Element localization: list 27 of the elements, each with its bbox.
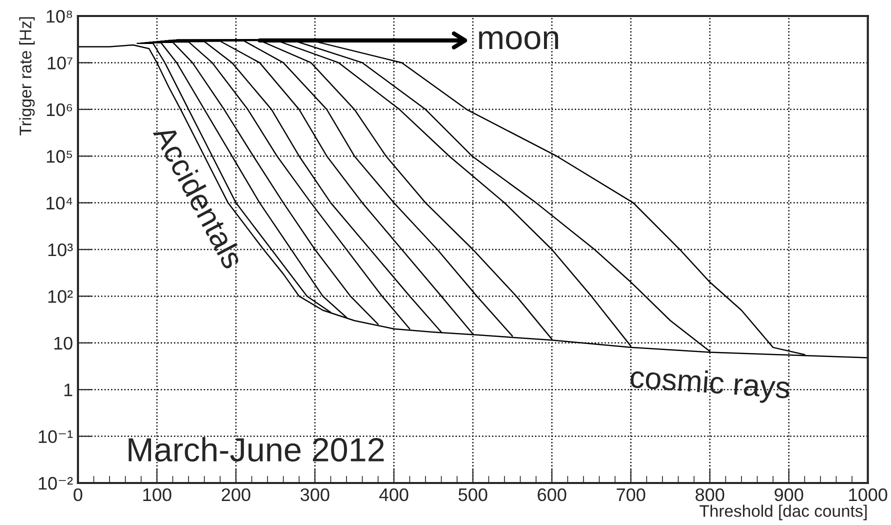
x-tick-label: 200 bbox=[222, 488, 250, 502]
y-tick-label: 10⁷ bbox=[48, 56, 72, 70]
y-tick-label: 10⁻¹ bbox=[38, 430, 73, 444]
x-tick-label: 900 bbox=[774, 488, 804, 502]
x-axis-title: Threshold [dac counts] bbox=[700, 504, 867, 520]
y-axis-title: Trigger rate [Hz] bbox=[19, 17, 35, 136]
y-tick-label: 10⁴ bbox=[46, 196, 72, 210]
y-tick-label: 10⁵ bbox=[46, 150, 72, 163]
x-tick-label: 300 bbox=[300, 488, 330, 502]
x-tick-label: 400 bbox=[379, 488, 408, 502]
x-tick-label: 500 bbox=[458, 488, 488, 502]
y-tick-label: 1 bbox=[64, 384, 72, 396]
x-tick-label: 800 bbox=[696, 488, 724, 502]
x-tick-label: 700 bbox=[616, 488, 646, 502]
y-tick-label: 10³ bbox=[48, 243, 73, 256]
x-tick-label: 1000 bbox=[849, 488, 888, 502]
annotation: cosmic rays bbox=[630, 365, 790, 405]
x-tick-label: 0 bbox=[74, 488, 82, 502]
x-tick-label: 600 bbox=[538, 488, 566, 502]
y-tick-label: 10 bbox=[54, 336, 72, 350]
y-tick-label: 10⁶ bbox=[46, 103, 72, 116]
y-tick-label: 10² bbox=[48, 290, 73, 303]
y-tick-label: 10⁻² bbox=[38, 476, 73, 490]
x-tick-label: 100 bbox=[143, 488, 172, 502]
annotation: March-June 2012 bbox=[128, 437, 384, 462]
y-tick-label: 10⁸ bbox=[46, 10, 72, 23]
annotation: moon bbox=[479, 31, 558, 50]
